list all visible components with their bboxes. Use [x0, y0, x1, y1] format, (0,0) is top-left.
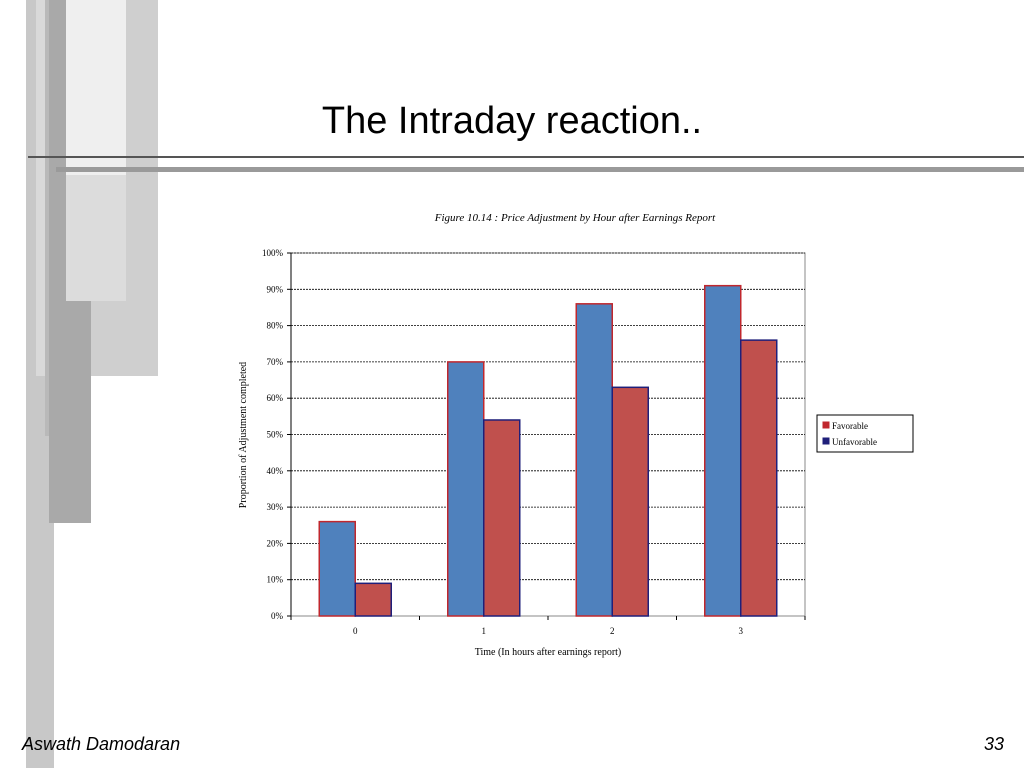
- y-tick-label: 10%: [267, 575, 284, 585]
- y-tick-label: 90%: [267, 284, 284, 294]
- x-tick-label: 1: [482, 626, 487, 636]
- decorative-bar: [66, 175, 126, 301]
- bar-unfavorable: [483, 419, 521, 617]
- legend: Favorable Unfavorable: [816, 414, 914, 453]
- x-tick-label: 2: [610, 626, 615, 636]
- bar-chart: Figure 10.14 : Price Adjustment by Hour …: [238, 212, 914, 658]
- footer-author: Aswath Damodaran: [22, 734, 181, 754]
- y-tick-labels: 0% 10% 20% 30% 40% 50% 60% 70% 80% 90% 100%: [262, 248, 291, 621]
- legend-label-unfavorable: Unfavorable: [832, 437, 877, 447]
- y-tick-label: 70%: [267, 357, 284, 367]
- bar-favorable: [704, 284, 742, 617]
- bar-unfavorable: [611, 386, 649, 617]
- slide-title: The Intraday reaction..: [321, 100, 703, 142]
- y-axis-label: Proportion of Adjustment completed: [238, 362, 249, 508]
- bar-favorable: [318, 520, 356, 617]
- legend-swatch-unfavorable: [822, 437, 830, 445]
- x-tick-labels: 0 1 2 3: [290, 616, 806, 636]
- bar-unfavorable: [354, 582, 392, 617]
- bar-favorable: [575, 303, 613, 617]
- title-divider: [28, 156, 1024, 158]
- y-tick-label: 50%: [267, 430, 284, 440]
- y-tick-label: 40%: [267, 466, 284, 476]
- y-tick-label: 100%: [262, 248, 284, 258]
- x-tick-label: 3: [739, 626, 744, 636]
- x-tick-label: 0: [353, 626, 358, 636]
- y-tick-label: 20%: [267, 538, 284, 548]
- bar-unfavorable: [740, 339, 778, 617]
- y-tick-label: 30%: [267, 502, 284, 512]
- y-tick-label: 0%: [271, 611, 284, 621]
- title-divider-thick: [56, 167, 1024, 172]
- legend-box: [816, 414, 914, 453]
- y-tick-label: 60%: [267, 393, 284, 403]
- y-tick-label: 80%: [267, 321, 284, 331]
- legend-label-favorable: Favorable: [832, 421, 868, 431]
- chart-title: Figure 10.14 : Price Adjustment by Hour …: [434, 212, 716, 224]
- page-number: 33: [983, 734, 1004, 754]
- x-axis-label: Time (In hours after earnings report): [475, 647, 622, 658]
- bars: [318, 284, 778, 617]
- bar-favorable: [447, 361, 485, 617]
- legend-swatch-favorable: [822, 421, 830, 429]
